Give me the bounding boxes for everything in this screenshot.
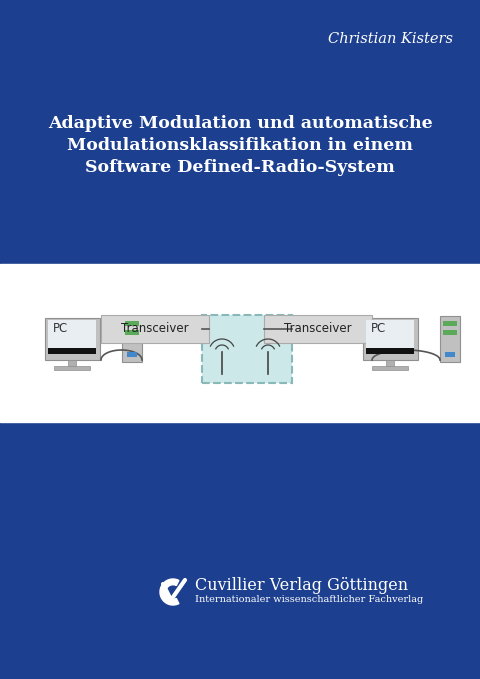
Bar bbox=[68, 360, 76, 366]
Bar bbox=[264, 315, 372, 343]
Bar bbox=[443, 330, 457, 335]
Text: Internationaler wissenschaftlicher Fachverlag: Internationaler wissenschaftlicher Fachv… bbox=[195, 595, 423, 604]
Text: Adaptive Modulation und automatische: Adaptive Modulation und automatische bbox=[48, 115, 432, 132]
Bar bbox=[366, 348, 414, 354]
Bar bbox=[443, 321, 457, 326]
Text: Software Defined-Radio-System: Software Defined-Radio-System bbox=[85, 160, 395, 177]
Text: Modulationsklassifikation in einem: Modulationsklassifikation in einem bbox=[67, 138, 413, 155]
Text: Christian Kisters: Christian Kisters bbox=[327, 32, 453, 46]
Text: Transceiver: Transceiver bbox=[121, 323, 189, 335]
Bar bbox=[125, 321, 139, 326]
Bar bbox=[122, 316, 142, 362]
Text: Cuvillier Verlag Göttingen: Cuvillier Verlag Göttingen bbox=[195, 576, 408, 593]
Text: PC: PC bbox=[52, 323, 68, 335]
Text: Transceiver: Transceiver bbox=[284, 323, 352, 335]
Bar bbox=[445, 352, 455, 357]
Bar bbox=[125, 330, 139, 335]
Bar bbox=[0, 264, 480, 422]
Bar bbox=[362, 318, 418, 360]
Bar bbox=[101, 315, 209, 343]
Bar bbox=[48, 320, 96, 354]
Text: PC: PC bbox=[371, 323, 385, 335]
Bar bbox=[54, 366, 90, 370]
Bar bbox=[202, 315, 292, 383]
Polygon shape bbox=[160, 579, 179, 605]
Bar bbox=[372, 366, 408, 370]
Bar bbox=[48, 348, 96, 354]
Bar bbox=[45, 318, 99, 360]
Bar bbox=[366, 320, 414, 354]
Bar bbox=[127, 352, 137, 357]
Bar bbox=[386, 360, 394, 366]
Bar bbox=[440, 316, 460, 362]
